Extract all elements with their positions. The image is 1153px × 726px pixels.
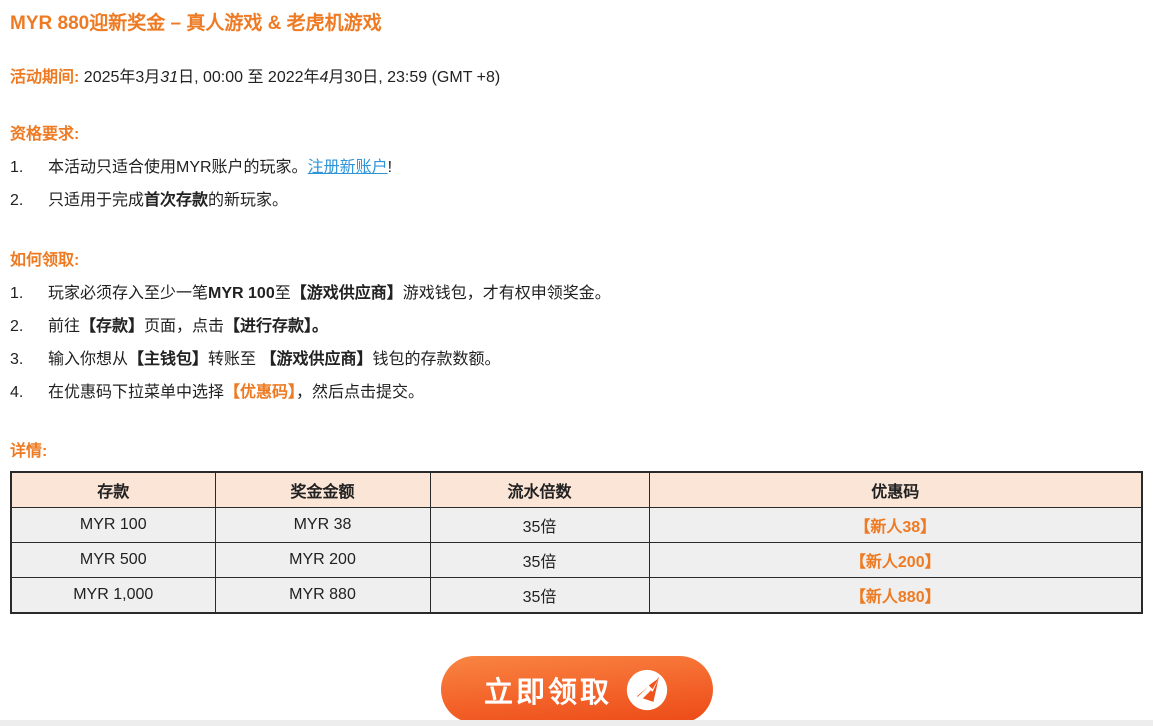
period-value: 2025年3月31日, 00:00 至 2022年4月30日, 23:59 (G… (79, 69, 500, 86)
text-run: 只适用于完成 (48, 192, 145, 209)
text-run: 页面，点击 (144, 318, 225, 335)
claim-now-label: 立即领取 (483, 676, 612, 709)
period-label: 活动期间: (10, 69, 80, 86)
text-run: 首次存款 (144, 192, 209, 209)
table-cell: 35倍 (429, 507, 650, 543)
send-arrow-icon (625, 668, 669, 712)
list-item: 只适用于完成首次存款的新玩家。 (10, 190, 1143, 212)
table-header-cell: 奖金金额 (214, 471, 431, 508)
register-link[interactable]: 注册新账户 (307, 159, 388, 176)
table-cell: MYR 880 (214, 577, 431, 614)
table-cell: MYR 38 (214, 507, 431, 543)
text-run: 【主钱包】 (128, 351, 209, 368)
eligibility-list: 本活动只适合使用MYR账户的玩家。注册新账户! 只适用于完成首次存款的新玩家。 (10, 157, 1143, 212)
text-run: 31 (160, 69, 179, 86)
details-heading: 详情: (10, 443, 48, 460)
table-header-cell: 流水倍数 (429, 471, 650, 508)
table-row: MYR 100 MYR 38 35倍 【新人38】 (10, 507, 1143, 543)
eligibility-heading: 资格要求: (10, 126, 80, 143)
table-row: MYR 1,000 MYR 880 35倍 【新人880】 (10, 577, 1143, 614)
list-item: 本活动只适合使用MYR账户的玩家。注册新账户! (10, 157, 1143, 179)
promo-code-cell: 【新人38】 (648, 507, 1143, 543)
how-to-claim-list: 玩家必须存入至少一笔MYR 100至【游戏供应商】游戏钱包，才有权申领奖金。 前往… (10, 283, 1143, 404)
bottom-divider (0, 720, 1153, 726)
text-run: 玩家必须存入至少一笔 (48, 285, 209, 302)
text-run: 4 (319, 69, 329, 86)
text-run: 的新玩家。 (208, 192, 289, 209)
text-run: 在优惠码下拉菜单中选择 (48, 384, 225, 401)
how-to-claim-section: 如何领取: 玩家必须存入至少一笔MYR 100至【游戏供应商】游戏钱包，才有权申… (10, 250, 1143, 404)
promo-period: 活动期间: 2025年3月31日, 00:00 至 2022年4月30日, 23… (10, 67, 1143, 89)
list-item: 在优惠码下拉菜单中选择【优惠码】，然后点击提交。 (10, 382, 1143, 404)
text-run: 2025年3月 (79, 69, 161, 86)
table-header-row: 存款 奖金金额 流水倍数 优惠码 (10, 471, 1143, 508)
text-run: MYR 100 (208, 285, 275, 302)
text-run: 【优惠码】 (224, 384, 297, 401)
text-run: 输入你想从 (48, 351, 129, 368)
details-section: 详情: 存款 奖金金额 流水倍数 优惠码 MYR 100 MYR 38 35倍 【新人38】 M… (10, 441, 1143, 614)
text-run: 【游戏供应商】 (260, 351, 373, 368)
text-run: 钱包的存款数额。 (372, 351, 501, 368)
text-run: 日, 00:00 至 2022年 (178, 69, 320, 86)
text-run: 【进行存款】。 (224, 318, 329, 335)
claim-now-button[interactable]: 立即领取 (440, 656, 713, 723)
cta-container: 立即领取 (10, 656, 1143, 723)
list-item: 玩家必须存入至少一笔MYR 100至【游戏供应商】游戏钱包，才有权申领奖金。 (10, 283, 1143, 305)
text-run: 月30日, 23:59 (GMT +8) (328, 69, 501, 86)
list-item: 前往【存款】页面，点击【进行存款】。 (10, 316, 1143, 338)
table-cell: MYR 500 (10, 542, 216, 578)
how-to-claim-heading: 如何领取: (10, 252, 80, 269)
text-run: ! (387, 159, 393, 176)
text-run: ，然后点击提交。 (296, 384, 425, 401)
text-run: 【游戏供应商】 (290, 285, 403, 302)
text-run: 游戏钱包，才有权申领奖金。 (402, 285, 611, 302)
eligibility-section: 资格要求: 本活动只适合使用MYR账户的玩家。注册新账户! 只适用于完成首次存款的… (10, 124, 1143, 212)
promo-code-cell: 【新人880】 (648, 577, 1143, 614)
text-run: 【存款】 (80, 318, 145, 335)
text-run: 转账至 (208, 351, 261, 368)
table-cell: 35倍 (429, 542, 650, 578)
text-run: 本活动只适合使用MYR账户的玩家。 (48, 159, 308, 176)
table-cell: MYR 200 (214, 542, 431, 578)
table-row: MYR 500 MYR 200 35倍 【新人200】 (10, 542, 1143, 578)
page-title: MYR 880迎新奖金 – 真人游戏 & 老虎机游戏 (10, 13, 382, 34)
text-run: 前往 (48, 318, 81, 335)
table-cell: MYR 1,000 (10, 577, 216, 614)
list-item: 输入你想从【主钱包】转账至 【游戏供应商】钱包的存款数额。 (10, 349, 1143, 371)
table-header-cell: 存款 (10, 471, 216, 508)
promo-code-cell: 【新人200】 (648, 542, 1143, 578)
table-header-cell: 优惠码 (648, 471, 1143, 508)
table-cell: 35倍 (429, 577, 650, 614)
text-run: 至 (274, 285, 291, 302)
table-cell: MYR 100 (10, 507, 216, 543)
details-table: 存款 奖金金额 流水倍数 优惠码 MYR 100 MYR 38 35倍 【新人38】 MYR 5… (10, 471, 1143, 614)
